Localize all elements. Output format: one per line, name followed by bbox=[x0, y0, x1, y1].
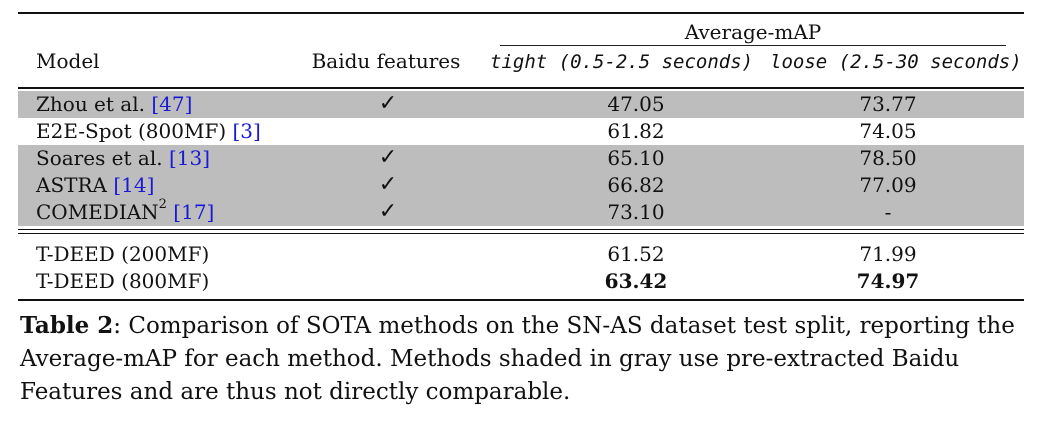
model-name: COMEDIAN2 [17] bbox=[36, 197, 215, 224]
tight-value: 61.82 bbox=[607, 119, 665, 143]
tight-value: 47.05 bbox=[607, 92, 665, 116]
table-row: COMEDIAN2 [17] ✓ 73.10 - bbox=[18, 197, 1024, 225]
loose-value: 74.97 bbox=[856, 269, 920, 293]
citation-link[interactable]: [3] bbox=[232, 119, 261, 143]
table-row: T-DEED (800MF) 63.42 74.97 bbox=[18, 267, 1024, 294]
citation-link[interactable]: [14] bbox=[113, 173, 155, 197]
loose-value: 71.99 bbox=[859, 242, 917, 266]
shaded-row-band bbox=[18, 145, 1024, 226]
bottom-rule bbox=[18, 299, 1024, 301]
baidu-check: ✓ bbox=[378, 199, 398, 224]
table-row: E2E-Spot (800MF) [3] 61.82 74.05 bbox=[18, 117, 1024, 144]
model-name: T-DEED (200MF) bbox=[36, 242, 210, 266]
tight-value: 63.42 bbox=[604, 269, 668, 293]
baidu-check: ✓ bbox=[378, 172, 398, 197]
citation-link[interactable]: [47] bbox=[151, 92, 193, 116]
table-row: T-DEED (200MF) 61.52 71.99 bbox=[18, 240, 1024, 267]
table-row: ASTRA [14] ✓ 66.82 77.09 bbox=[18, 171, 1024, 198]
table-row: Soares et al. [13] ✓ 65.10 78.50 bbox=[18, 144, 1024, 171]
model-column-header: Model bbox=[36, 49, 100, 73]
model-name: ASTRA [14] bbox=[36, 173, 155, 197]
model-name: E2E-Spot (800MF) [3] bbox=[36, 119, 261, 143]
caption-label: Table 2 bbox=[20, 312, 114, 339]
baidu-column-header: Baidu features bbox=[311, 49, 461, 73]
model-name: Zhou et al. [47] bbox=[36, 92, 193, 116]
section-rule bbox=[18, 229, 1024, 230]
footnote-marker: 2 bbox=[158, 197, 167, 212]
section-rule bbox=[18, 233, 1024, 234]
tight-value: 66.82 bbox=[607, 173, 665, 197]
caption-text: : Comparison of SOTA methods on the SN-A… bbox=[20, 313, 1015, 405]
header-rule bbox=[18, 87, 1024, 89]
loose-value: - bbox=[884, 200, 892, 224]
model-name: Soares et al. [13] bbox=[36, 146, 211, 170]
citation-link[interactable]: [13] bbox=[168, 146, 211, 170]
tight-value: 65.10 bbox=[607, 146, 665, 170]
baidu-check: ✓ bbox=[378, 91, 398, 116]
average-map-span-rule bbox=[500, 45, 1006, 46]
table-row: Zhou et al. [47] ✓ 47.05 73.77 bbox=[18, 90, 1024, 117]
top-rule bbox=[18, 12, 1024, 14]
citation-link[interactable]: [17] bbox=[173, 200, 215, 224]
baidu-check: ✓ bbox=[378, 145, 398, 170]
loose-value: 74.05 bbox=[859, 119, 917, 143]
model-name: T-DEED (800MF) bbox=[36, 269, 210, 293]
table-caption: Table 2: Comparison of SOTA methods on t… bbox=[20, 309, 1030, 409]
average-map-header: Average-mAP bbox=[684, 20, 822, 44]
loose-value: 78.50 bbox=[859, 146, 917, 170]
tight-value: 73.10 bbox=[607, 200, 665, 224]
loose-column-header: loose (2.5-30 seconds) bbox=[770, 51, 1022, 73]
tight-value: 61.52 bbox=[607, 242, 665, 266]
tight-column-header: tight (0.5-2.5 seconds) bbox=[490, 51, 754, 73]
shaded-row-band bbox=[18, 91, 1024, 118]
loose-value: 73.77 bbox=[859, 92, 917, 116]
loose-value: 77.09 bbox=[859, 173, 917, 197]
